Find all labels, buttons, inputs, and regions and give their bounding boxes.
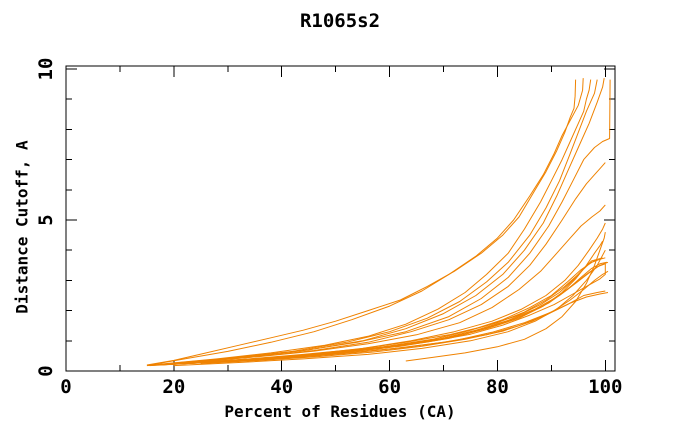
model-curve [179, 162, 606, 364]
model-curve [405, 232, 606, 362]
model-curve [163, 79, 598, 365]
model-curve [157, 290, 606, 366]
model-curve [163, 240, 604, 366]
chart-title: R1065s2 [299, 10, 381, 32]
model-curve [200, 270, 609, 364]
x-tick-label: 60 [378, 376, 401, 398]
model-curve [152, 204, 606, 366]
x-tick-label: 80 [486, 376, 509, 398]
plot-box [65, 65, 616, 372]
x-tick-label: 40 [270, 376, 293, 398]
model-curve [173, 78, 605, 364]
y-tick-label: 5 [35, 214, 57, 225]
model-curve [168, 292, 609, 365]
x-axis-label: Percent of Residues (CA) [224, 402, 456, 421]
model-curve [173, 249, 606, 367]
y-tick-label: 0 [35, 365, 57, 376]
model-curve [149, 78, 584, 366]
y-axis-label: Distance Cutoff, A [12, 140, 32, 314]
model-curve [168, 79, 611, 364]
x-tick-label: 20 [162, 376, 185, 398]
model-curve [173, 222, 606, 365]
y-tick-label: 10 [35, 58, 57, 81]
x-tick-label: 0 [60, 376, 71, 398]
model-curve [157, 79, 592, 365]
x-tick-label: 100 [588, 376, 622, 398]
